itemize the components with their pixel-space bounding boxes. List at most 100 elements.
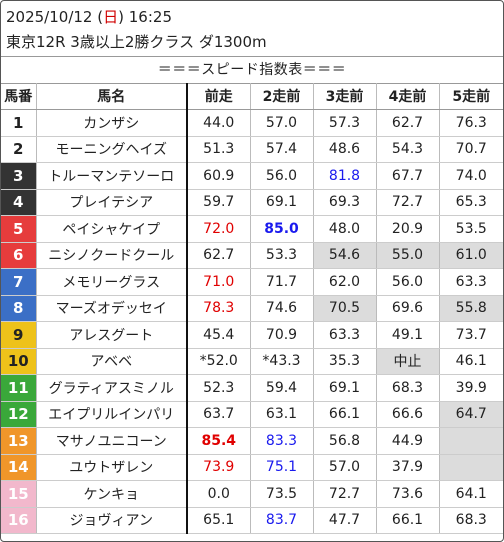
horse-number-cell: 2	[1, 136, 37, 163]
horse-number-cell: 12	[1, 401, 37, 428]
table-row: 4 プレイテシア 59.7 69.1 69.3 72.7 65.3	[1, 189, 503, 216]
weekday-text: 日	[103, 8, 119, 26]
table-banner: ＝＝＝スピード指数表＝＝＝	[1, 56, 503, 84]
horse-name-cell: プレイテシア	[36, 189, 188, 216]
speed-index-cell: 39.9	[439, 374, 503, 402]
horse-name-cell: ペイシャケイプ	[36, 215, 188, 243]
table-row: 3 トルーマンテソーロ 60.9 56.0 81.8 67.7 74.0	[1, 162, 503, 190]
speed-index-cell	[439, 454, 503, 481]
horse-number-cell: 15	[1, 480, 37, 508]
speed-index-cell: 48.0	[313, 215, 377, 243]
speed-index-cell: 49.1	[376, 321, 440, 349]
speed-index-cell: 57.0	[250, 109, 314, 137]
speed-index-cell: 72.7	[376, 189, 440, 216]
speed-index-cell: 62.7	[187, 242, 251, 269]
speed-index-cell: 73.9	[187, 454, 251, 481]
horse-number-cell: 1	[1, 109, 37, 137]
table-row: 13 マサノユニコーン 85.4 83.3 56.8 44.9	[1, 427, 503, 455]
horse-number-cell: 11	[1, 374, 37, 402]
table-row: 9 アレスグート 45.4 70.9 63.3 49.1 73.7	[1, 321, 503, 349]
speed-index-table: 馬番 馬名 前走 2走前 3走前 4走前 5走前 1 カンザシ 44.0 57.0 57…	[1, 83, 503, 534]
horse-name-cell: ジョヴィアン	[36, 507, 188, 534]
speed-index-cell: 0.0	[187, 480, 251, 508]
speed-index-cell: 56.0	[376, 268, 440, 296]
header-row: 馬番 馬名 前走 2走前 3走前 4走前 5走前	[1, 83, 503, 110]
speed-index-cell: 70.7	[439, 136, 503, 163]
horse-number-cell: 5	[1, 215, 37, 243]
speed-index-cell: 44.0	[187, 109, 251, 137]
horse-name-cell: カンザシ	[36, 109, 188, 137]
speed-index-cell: 44.9	[376, 427, 440, 455]
table-row: 7 メモリーグラス 71.0 71.7 62.0 56.0 63.3	[1, 268, 503, 296]
speed-index-cell: 20.9	[376, 215, 440, 243]
horse-name-cell: メモリーグラス	[36, 268, 188, 296]
speed-index-cell: 67.7	[376, 162, 440, 190]
table-row: 12 エイプリルインパリ 63.7 63.1 66.1 66.6 64.7	[1, 401, 503, 428]
table-row: 10 アベベ *52.0 *43.3 35.3 中止 46.1	[1, 348, 503, 375]
speed-index-cell: 61.0	[439, 242, 503, 269]
horse-name-cell: エイプリルインパリ	[36, 401, 188, 428]
speed-index-cell: 72.0	[187, 215, 251, 243]
table-body: 1 カンザシ 44.0 57.0 57.3 62.7 76.3 2 モーニングヘイズ 51.3 57…	[1, 109, 503, 534]
speed-index-cell: 68.3	[376, 374, 440, 402]
horse-number-cell: 4	[1, 189, 37, 216]
date-text: 2025/10/12	[6, 8, 93, 26]
col-header-3-races-ago: 3走前	[313, 83, 377, 110]
col-header-horse-name: 馬名	[36, 83, 188, 110]
speed-index-cell: 73.6	[376, 480, 440, 508]
horse-name-cell: グラティアスミノル	[36, 374, 188, 402]
horse-number-cell: 9	[1, 321, 37, 349]
horse-name-cell: ユウトザレン	[36, 454, 188, 481]
speed-index-cell: *43.3	[250, 348, 314, 375]
speed-index-cell: 75.1	[250, 454, 314, 481]
speed-index-cell: 63.3	[313, 321, 377, 349]
speed-index-cell: 69.3	[313, 189, 377, 216]
speed-index-cell: 85.4	[187, 427, 251, 455]
speed-index-cell: 35.3	[313, 348, 377, 375]
speed-index-cell: 54.6	[313, 242, 377, 269]
horse-number-cell: 8	[1, 295, 37, 322]
horse-number-cell: 14	[1, 454, 37, 481]
weekday-close: )	[118, 8, 124, 26]
horse-number-cell: 10	[1, 348, 37, 375]
table-row: 14 ユウトザレン 73.9 75.1 57.0 37.9	[1, 454, 503, 481]
speed-index-cell: 68.3	[439, 507, 503, 534]
speed-index-cell: 37.9	[376, 454, 440, 481]
speed-index-cell: 57.3	[313, 109, 377, 137]
speed-index-cell: 69.6	[376, 295, 440, 322]
table-row: 6 ニシノクードクール 62.7 53.3 54.6 55.0 61.0	[1, 242, 503, 269]
speed-index-cell: 51.3	[187, 136, 251, 163]
speed-index-cell: 72.7	[313, 480, 377, 508]
speed-index-cell: 70.5	[313, 295, 377, 322]
speed-index-cell: 71.0	[187, 268, 251, 296]
table-row: 2 モーニングヘイズ 51.3 57.4 48.6 54.3 70.7	[1, 136, 503, 163]
weekday-open: (	[97, 8, 104, 26]
speed-index-cell: 52.3	[187, 374, 251, 402]
speed-index-cell: 55.0	[376, 242, 440, 269]
horse-name-cell: ニシノクードクール	[36, 242, 188, 269]
speed-index-cell: 47.7	[313, 507, 377, 534]
table-row: 16 ジョヴィアン 65.1 83.7 47.7 66.1 68.3	[1, 507, 503, 534]
speed-index-cell: 69.1	[250, 189, 314, 216]
speed-index-cell: 71.7	[250, 268, 314, 296]
horse-number-cell: 16	[1, 507, 37, 534]
speed-index-cell: 48.6	[313, 136, 377, 163]
speed-index-cell: 70.9	[250, 321, 314, 349]
speed-index-cell: 66.6	[376, 401, 440, 428]
table-row: 11 グラティアスミノル 52.3 59.4 69.1 68.3 39.9	[1, 374, 503, 402]
speed-index-cell: 81.8	[313, 162, 377, 190]
speed-index-cell: 53.3	[250, 242, 314, 269]
speed-index-cell: 76.3	[439, 109, 503, 137]
speed-index-cell: 64.1	[439, 480, 503, 508]
speed-index-cell: 69.1	[313, 374, 377, 402]
speed-index-cell: 57.4	[250, 136, 314, 163]
race-title: 東京12R 3歳以上2勝クラス ダ1300m	[6, 33, 267, 51]
speed-index-cell: 83.7	[250, 507, 314, 534]
speed-index-cell: 73.5	[250, 480, 314, 508]
speed-index-cell: 74.0	[439, 162, 503, 190]
table-row: 15 ケンキョ 0.0 73.5 72.7 73.6 64.1	[1, 480, 503, 508]
speed-index-cell: 78.3	[187, 295, 251, 322]
table-row: 1 カンザシ 44.0 57.0 57.3 62.7 76.3	[1, 109, 503, 137]
speed-index-cell: 56.8	[313, 427, 377, 455]
speed-index-cell	[439, 427, 503, 455]
